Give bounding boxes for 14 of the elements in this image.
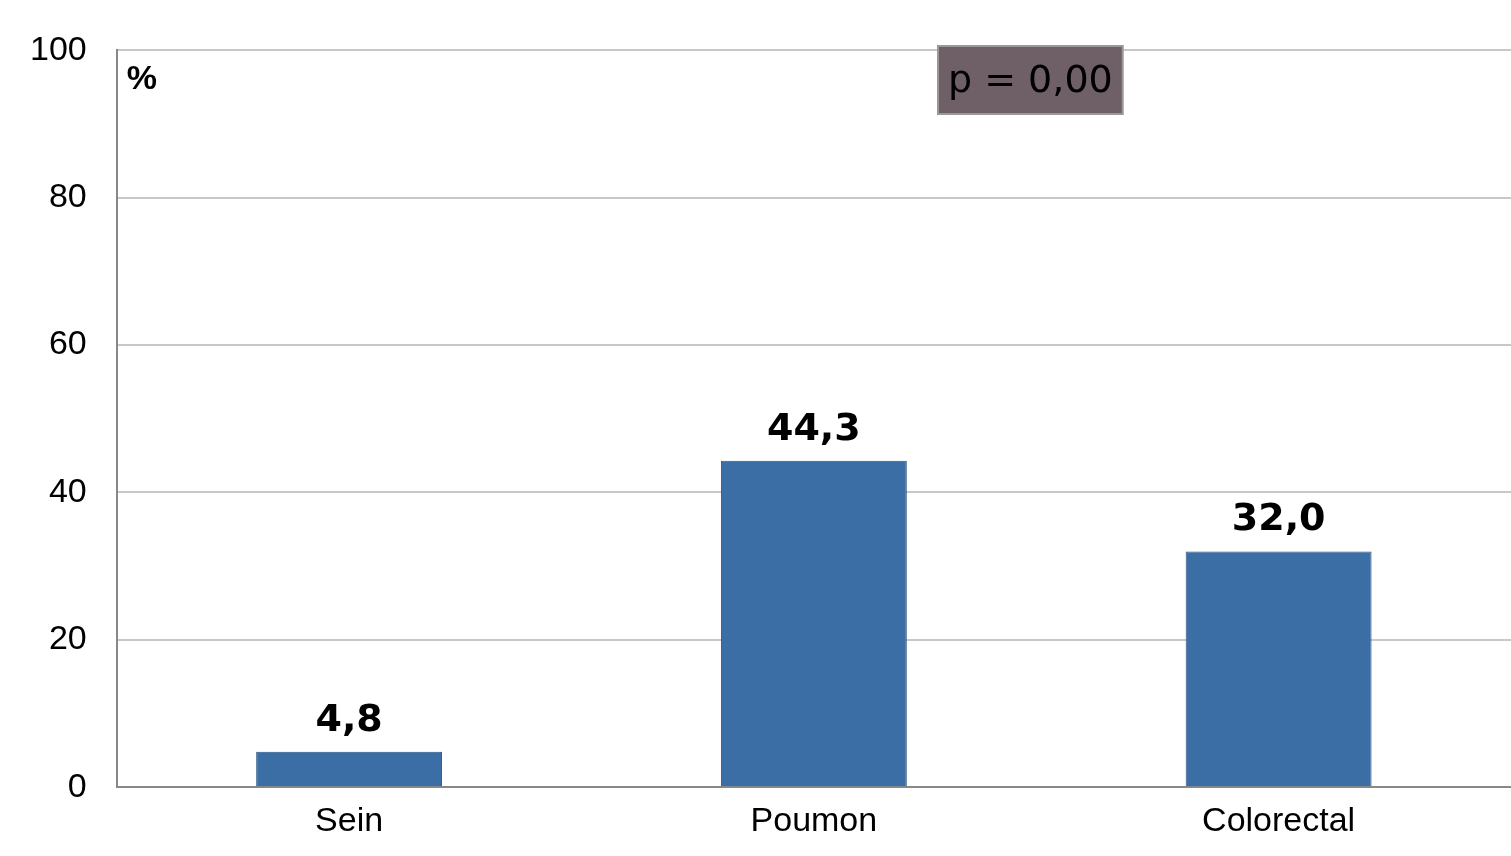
y-axis-title: %: [126, 57, 157, 96]
annotation: p = 0,00: [948, 56, 1113, 101]
data-label: 44,3: [766, 404, 861, 449]
y-tick-label: 0: [67, 765, 87, 804]
y-tick-label: 40: [48, 470, 87, 509]
data-label: 32,0: [1231, 495, 1326, 540]
data-label: 4,8: [315, 695, 383, 740]
x-tick-label: Poumon: [750, 799, 878, 838]
x-tick-label: Colorectal: [1202, 799, 1356, 838]
y-tick-label: 80: [48, 176, 87, 215]
x-tick-label: Sein: [315, 799, 384, 838]
y-tick-label: 60: [48, 323, 87, 362]
y-tick-label: 20: [48, 618, 87, 657]
y-tick-label: 100: [29, 28, 87, 67]
